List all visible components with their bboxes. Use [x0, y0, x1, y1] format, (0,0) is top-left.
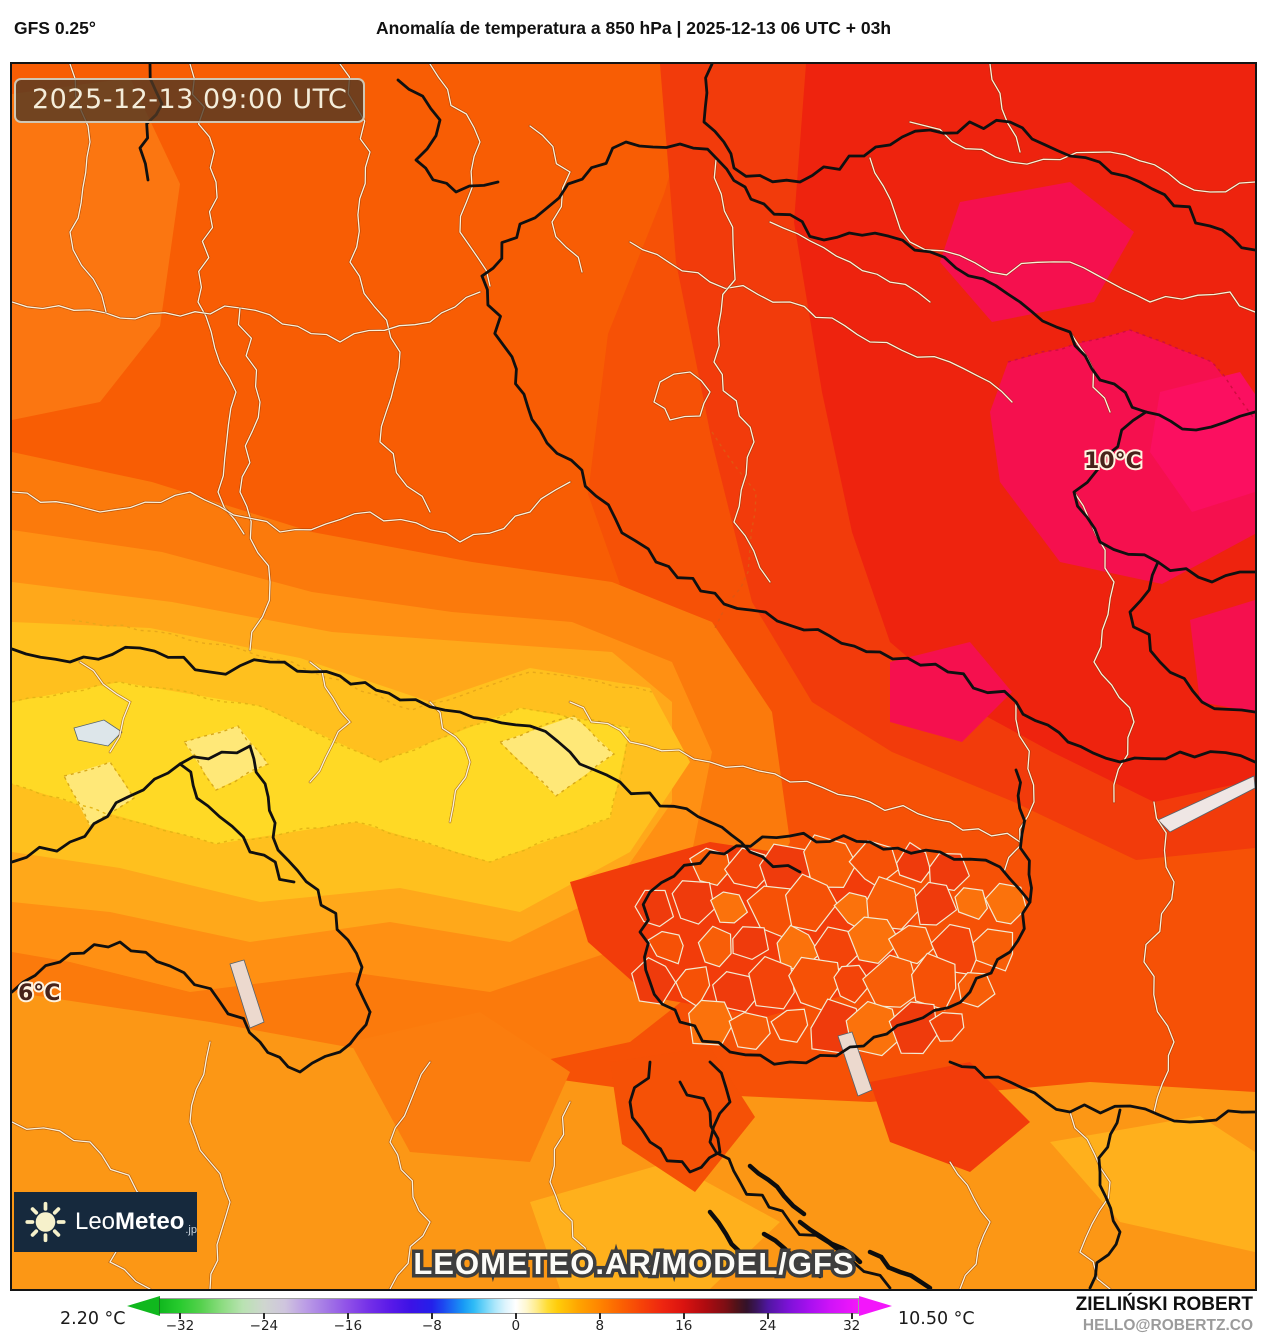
map-watermark: LEOMETEO.AR/MODEL/GFS	[413, 1246, 854, 1281]
page-title: Anomalía de temperatura a 850 hPa | 2025…	[375, 18, 892, 38]
model-label: GFS 0.25°	[14, 18, 96, 38]
tick-mark	[514, 1313, 517, 1319]
colorbar-min-label: 2.20 °C	[60, 1309, 126, 1329]
tick-label: 32	[843, 1318, 861, 1334]
logo-text: LeoMeteo.jp	[75, 1208, 197, 1236]
tick-label: 8	[595, 1318, 605, 1334]
tick-mark	[850, 1313, 853, 1319]
map-label-10c: 10°C	[1084, 449, 1142, 474]
tick-label: 0	[511, 1318, 521, 1334]
timestamp-box: 2025-12-13 09:00 UTC	[14, 78, 366, 123]
timestamp-text: 2025-12-13 09:00 UTC	[32, 84, 348, 115]
tick-label: −16	[333, 1318, 363, 1334]
map-geometry	[12, 64, 1255, 1289]
tick-mark	[262, 1313, 265, 1319]
tick-mark	[178, 1313, 181, 1319]
credit-author: ZIELIŃSKI ROBERT	[1075, 1294, 1253, 1315]
credit-email: HELLO@ROBERTZ.CO	[1082, 1317, 1253, 1334]
logo-suffix: .jp	[185, 1224, 197, 1236]
tick-label: −24	[249, 1318, 279, 1334]
tick-mark	[598, 1313, 601, 1319]
logo-bold: Meteo	[115, 1208, 185, 1235]
leometeo-logo: LeoMeteo.jp	[14, 1192, 197, 1252]
colorbar-left-arrow	[127, 1296, 160, 1316]
logo-prefix: Leo	[74, 1208, 116, 1235]
tick-label: −8	[421, 1318, 442, 1334]
colorbar-footer: 2.20 °C −32 −24 −16 −8 0 8 16 24 32 10.50 °C ZIE…	[0, 1291, 1267, 1339]
sun-icon	[25, 1201, 66, 1243]
colorbar-gradient	[159, 1298, 859, 1314]
tick-mark	[766, 1313, 769, 1319]
weather-map: 10°C 6°C LEOMETEO.AR/MODEL/GFS 2025-12-13 …	[10, 62, 1257, 1291]
colorbar-right-arrow	[859, 1296, 892, 1316]
tick-label: 16	[675, 1318, 693, 1334]
tick-mark	[430, 1313, 433, 1319]
tick-mark	[682, 1313, 685, 1319]
tick-label: −32	[165, 1318, 195, 1334]
temperature-anomaly-map-canvas: 10°C 6°C LEOMETEO.AR/MODEL/GFS	[12, 64, 1255, 1289]
tick-mark	[346, 1313, 349, 1319]
tick-label: 24	[759, 1318, 777, 1334]
header-bar: GFS 0.25° Anomalía de temperatura a 850 …	[0, 0, 1267, 62]
colorbar-max-label: 10.50 °C	[898, 1309, 975, 1329]
map-label-6c: 6°C	[18, 981, 60, 1006]
